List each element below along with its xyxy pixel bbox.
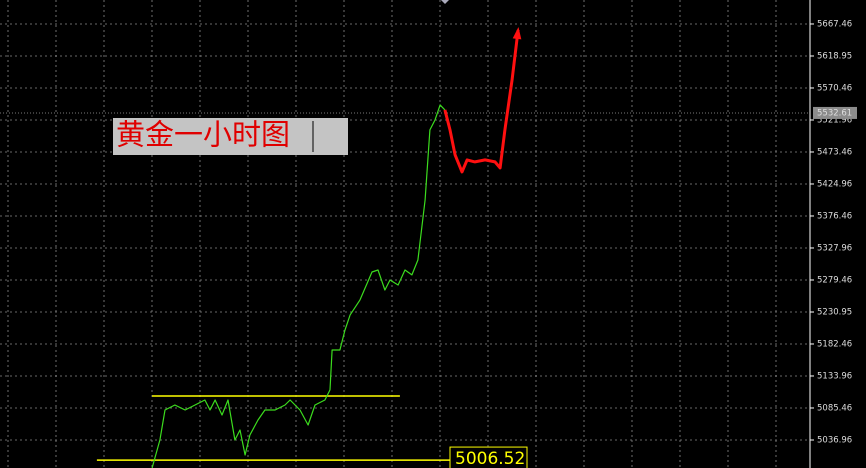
annotation-box [113,118,348,155]
vertical-grid [7,0,777,468]
y-tick-label: 5036.96 [817,435,852,445]
level-label: 5006.52 [455,449,525,468]
y-tick-label: 5521.96 [817,115,852,125]
level-label-box [449,446,528,468]
price-line-series [151,104,446,468]
y-tick-label: 5667.46 [817,19,852,29]
annotation: 黄金一小时图 [116,119,290,152]
y-tick-label: 5473.46 [817,147,852,157]
y-tick-label: 5230.95 [817,307,852,317]
y-tick-label: 5182.46 [817,339,852,349]
y-tick-label: 5327.96 [817,243,852,253]
y-tick-label: 5424.96 [817,179,852,189]
y-tick-label: 5085.46 [817,403,852,413]
y-tick-label: 5279.46 [817,275,852,285]
price-label: 5532.61 [817,108,852,118]
y-tick-label: 5618.95 [817,51,852,61]
y-tick-label: 5376.46 [817,211,852,221]
y-tick-label: 5133.96 [817,371,852,381]
marker [441,0,449,4]
price-label-box [813,106,857,119]
arrow-head [512,26,522,40]
price-line-series [443,29,520,174]
y-tick-label: 5570.46 [817,83,852,93]
